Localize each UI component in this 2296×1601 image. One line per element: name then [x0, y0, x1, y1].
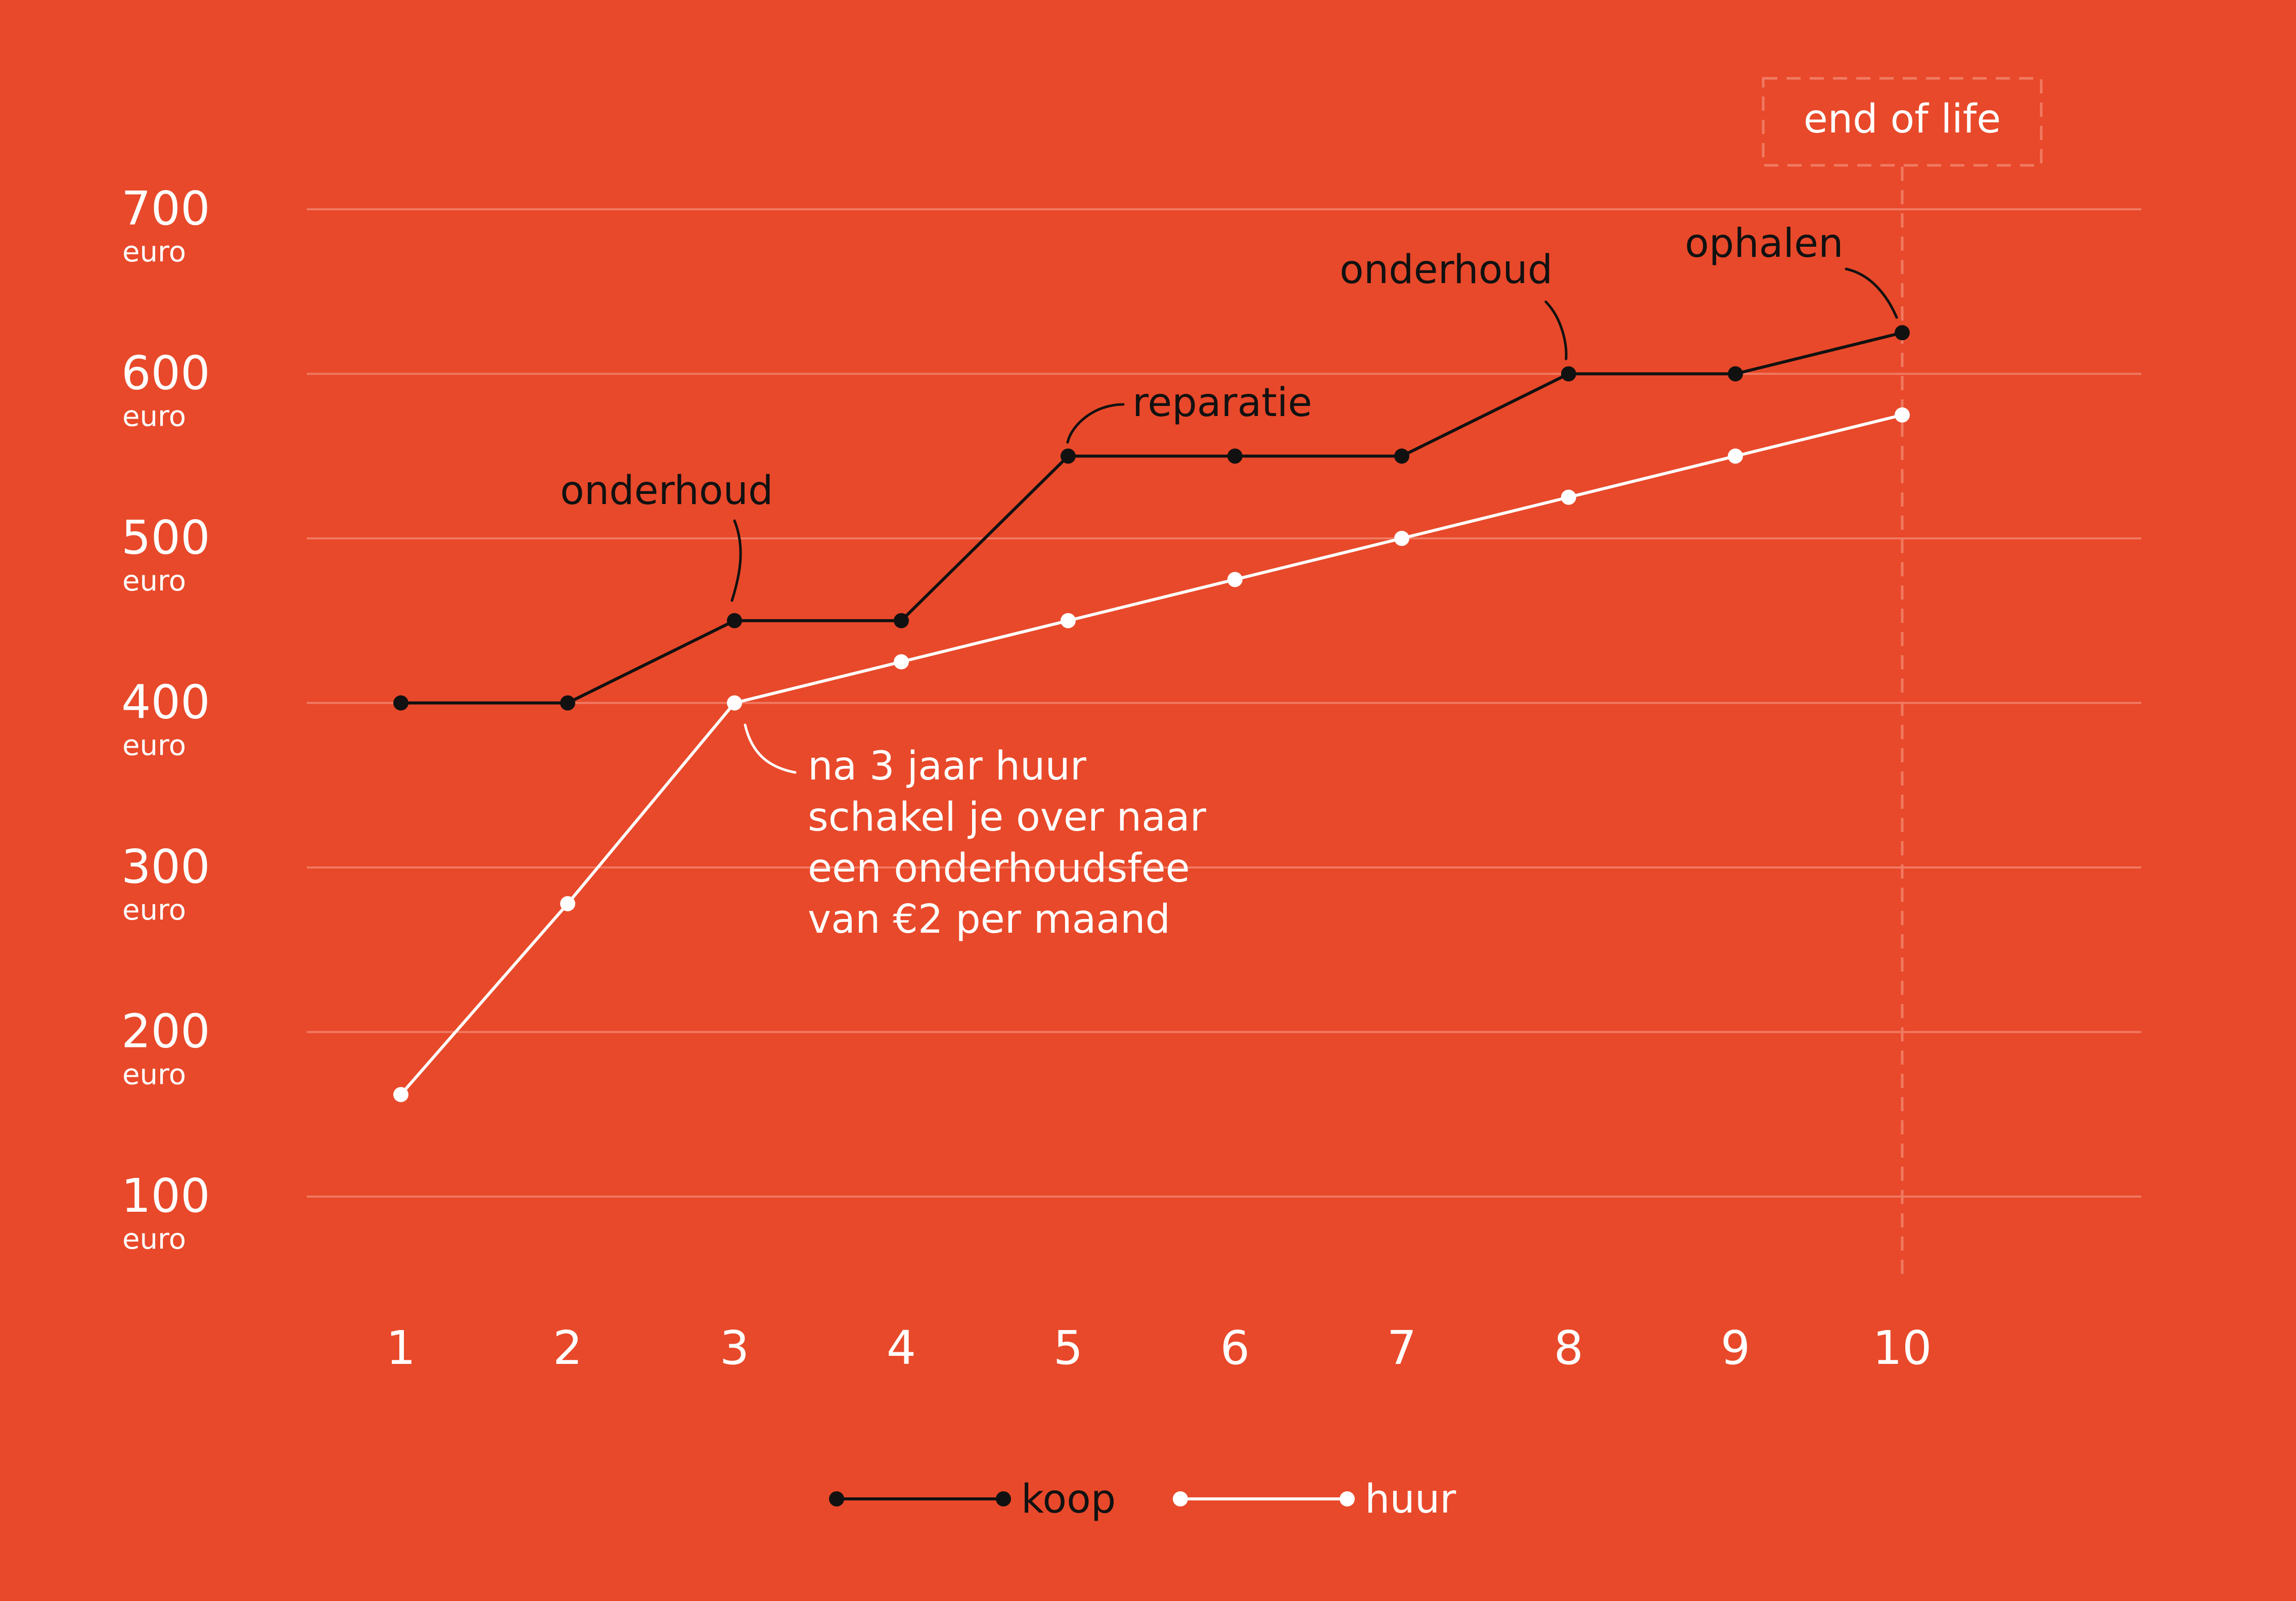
y-tick-label: 500 — [121, 511, 210, 565]
data-point-koop — [1895, 325, 1910, 341]
annotation-text: onderhoud — [560, 468, 773, 514]
x-tick-label: 8 — [1554, 1321, 1584, 1375]
annotation-text: onderhoud — [1340, 247, 1552, 293]
data-point-koop — [1728, 366, 1743, 382]
y-tick-label: 100 — [121, 1169, 210, 1223]
annotation-text: schakel je over naar — [808, 795, 1207, 840]
y-tick-unit: euro — [122, 1059, 186, 1091]
x-tick-label: 4 — [887, 1321, 916, 1375]
end-of-life-marker: end of life — [1762, 77, 2043, 1282]
x-tick-label: 9 — [1721, 1321, 1751, 1375]
data-point-huur — [1561, 489, 1576, 505]
end-of-life-box — [1762, 77, 2043, 167]
data-point-koop — [560, 695, 575, 711]
y-tick-unit: euro — [122, 400, 186, 433]
annotation-leader — [730, 519, 742, 602]
y-tick-unit: euro — [122, 236, 186, 268]
annotation-leader — [1066, 403, 1125, 444]
annotation-leader — [744, 723, 797, 774]
gridlines — [307, 208, 2141, 1198]
annotation-text: na 3 jaar huur — [808, 744, 1087, 789]
data-point-koop — [1561, 366, 1576, 382]
legend: koop huur — [829, 1477, 1456, 1522]
x-axis-tick-labels: 1 2 3 4 5 6 7 8 9 10 — [386, 1321, 1932, 1375]
series-line-koop — [401, 331, 1903, 705]
legend-marker — [829, 1491, 844, 1506]
y-tick-unit: euro — [122, 729, 186, 762]
annotations: onderhoud reparatie onderhoud ophalen na 3 j… — [560, 221, 1898, 942]
data-point-huur — [1728, 448, 1743, 464]
x-tick-label: 1 — [386, 1321, 416, 1375]
x-tick-label: 10 — [1872, 1321, 1932, 1375]
series-line-huur — [399, 413, 1903, 1096]
data-point-koop — [1061, 448, 1076, 464]
y-tick-label: 600 — [121, 346, 210, 400]
data-point-huur — [727, 695, 742, 711]
data-point-koop — [894, 613, 909, 628]
data-point-koop — [1394, 448, 1409, 464]
legend-item-koop: koop — [829, 1477, 1116, 1522]
annotation-text: ophalen — [1685, 221, 1844, 266]
y-tick-label: 200 — [121, 1004, 210, 1059]
annotation-leader — [1845, 267, 1898, 319]
end-of-life-label: end of life — [1804, 97, 2001, 142]
x-tick-label: 3 — [720, 1321, 750, 1375]
annotation-leader — [1544, 300, 1568, 360]
annotation-text: van €2 per maand — [808, 897, 1170, 942]
legend-label: huur — [1365, 1477, 1456, 1522]
data-point-huur — [1895, 407, 1910, 423]
data-point-huur — [894, 654, 909, 670]
legend-marker — [1340, 1491, 1355, 1506]
data-point-huur — [560, 896, 575, 911]
data-point-huur — [1394, 531, 1409, 546]
y-tick-unit: euro — [122, 894, 186, 927]
y-tick-unit: euro — [122, 565, 186, 598]
series — [393, 325, 1910, 1103]
annotation-text: een onderhoudsfee — [808, 846, 1190, 891]
legend-item-huur: huur — [1173, 1477, 1456, 1522]
legend-marker — [996, 1491, 1011, 1506]
x-tick-label: 6 — [1220, 1321, 1250, 1375]
data-point-huur — [1061, 613, 1076, 628]
annotation-text: reparatie — [1132, 380, 1312, 426]
data-point-koop — [1227, 448, 1243, 464]
data-point-koop — [393, 695, 408, 711]
legend-label: koop — [1021, 1477, 1116, 1522]
data-point-huur — [393, 1087, 408, 1103]
x-tick-label: 7 — [1387, 1321, 1417, 1375]
y-axis-tick-labels: 700euro600euro500euro400euro300euro200eu… — [121, 181, 210, 1256]
legend-marker — [1173, 1491, 1188, 1506]
y-tick-unit: euro — [122, 1223, 186, 1256]
data-point-koop — [727, 613, 742, 628]
data-point-huur — [1227, 572, 1243, 587]
y-tick-label: 400 — [121, 675, 210, 729]
x-tick-label: 2 — [553, 1321, 583, 1375]
y-tick-label: 700 — [121, 181, 210, 236]
x-tick-label: 5 — [1053, 1321, 1083, 1375]
y-tick-label: 300 — [121, 840, 210, 894]
